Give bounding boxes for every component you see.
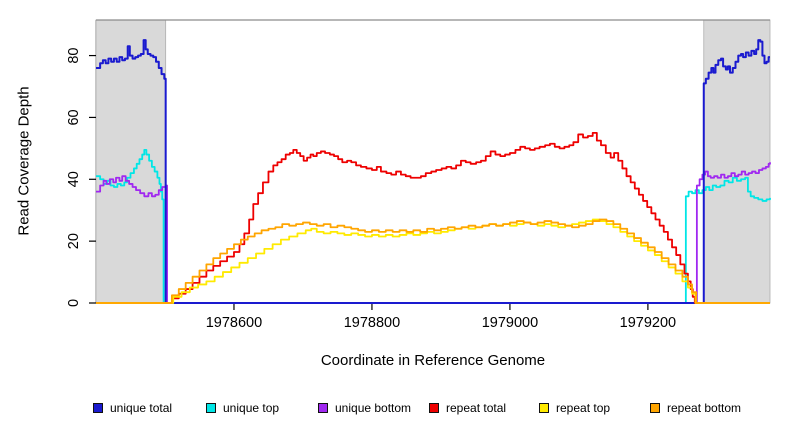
x-tick-label: 1979000 bbox=[482, 315, 538, 331]
series-line-repeat-top bbox=[96, 218, 770, 304]
legend-item-repeat-total: repeat total bbox=[429, 400, 506, 416]
x-axis-title: Coordinate in Reference Genome bbox=[320, 352, 546, 369]
y-tick-label: 80 bbox=[66, 47, 82, 63]
legend-item-unique-total: unique total bbox=[93, 400, 172, 416]
x-tick-label: 1978600 bbox=[206, 315, 262, 331]
legend-swatch-unique-top bbox=[206, 403, 216, 413]
legend-item-unique-top: unique top bbox=[206, 400, 279, 416]
series-line-unique-top bbox=[96, 149, 771, 304]
legend: unique total unique top unique bottom repea… bbox=[0, 400, 792, 420]
legend-item-repeat-bottom: repeat bottom bbox=[650, 400, 741, 416]
legend-item-unique-bottom: unique bottom bbox=[318, 400, 411, 416]
series-line-unique-bottom bbox=[96, 162, 771, 304]
legend-label: repeat total bbox=[446, 401, 507, 415]
legend-label: unique total bbox=[110, 401, 173, 415]
legend-label: unique bottom bbox=[335, 401, 412, 415]
x-tick-label: 1979200 bbox=[620, 315, 676, 331]
legend-label: unique top bbox=[223, 401, 280, 415]
legend-swatch-repeat-total bbox=[429, 403, 439, 413]
legend-label: repeat top bbox=[556, 401, 611, 415]
series-line-repeat-bottom bbox=[96, 218, 770, 304]
legend-item-repeat-top: repeat top bbox=[539, 400, 610, 416]
series-line-repeat-total bbox=[96, 131, 770, 304]
legend-swatch-unique-total bbox=[93, 403, 103, 413]
y-axis-title: Read Coverage Depth bbox=[15, 86, 33, 236]
legend-swatch-repeat-bottom bbox=[650, 403, 660, 413]
series-line-unique-total bbox=[96, 39, 770, 304]
y-tick-label: 0 bbox=[66, 299, 82, 307]
y-tick-label: 40 bbox=[66, 171, 82, 187]
x-tick-label: 1978800 bbox=[344, 315, 400, 331]
y-tick-label: 20 bbox=[66, 233, 82, 249]
legend-swatch-repeat-top bbox=[539, 403, 549, 413]
y-tick-label: 60 bbox=[66, 109, 82, 125]
legend-swatch-unique-bottom bbox=[318, 403, 328, 413]
legend-label: repeat bottom bbox=[667, 401, 742, 415]
